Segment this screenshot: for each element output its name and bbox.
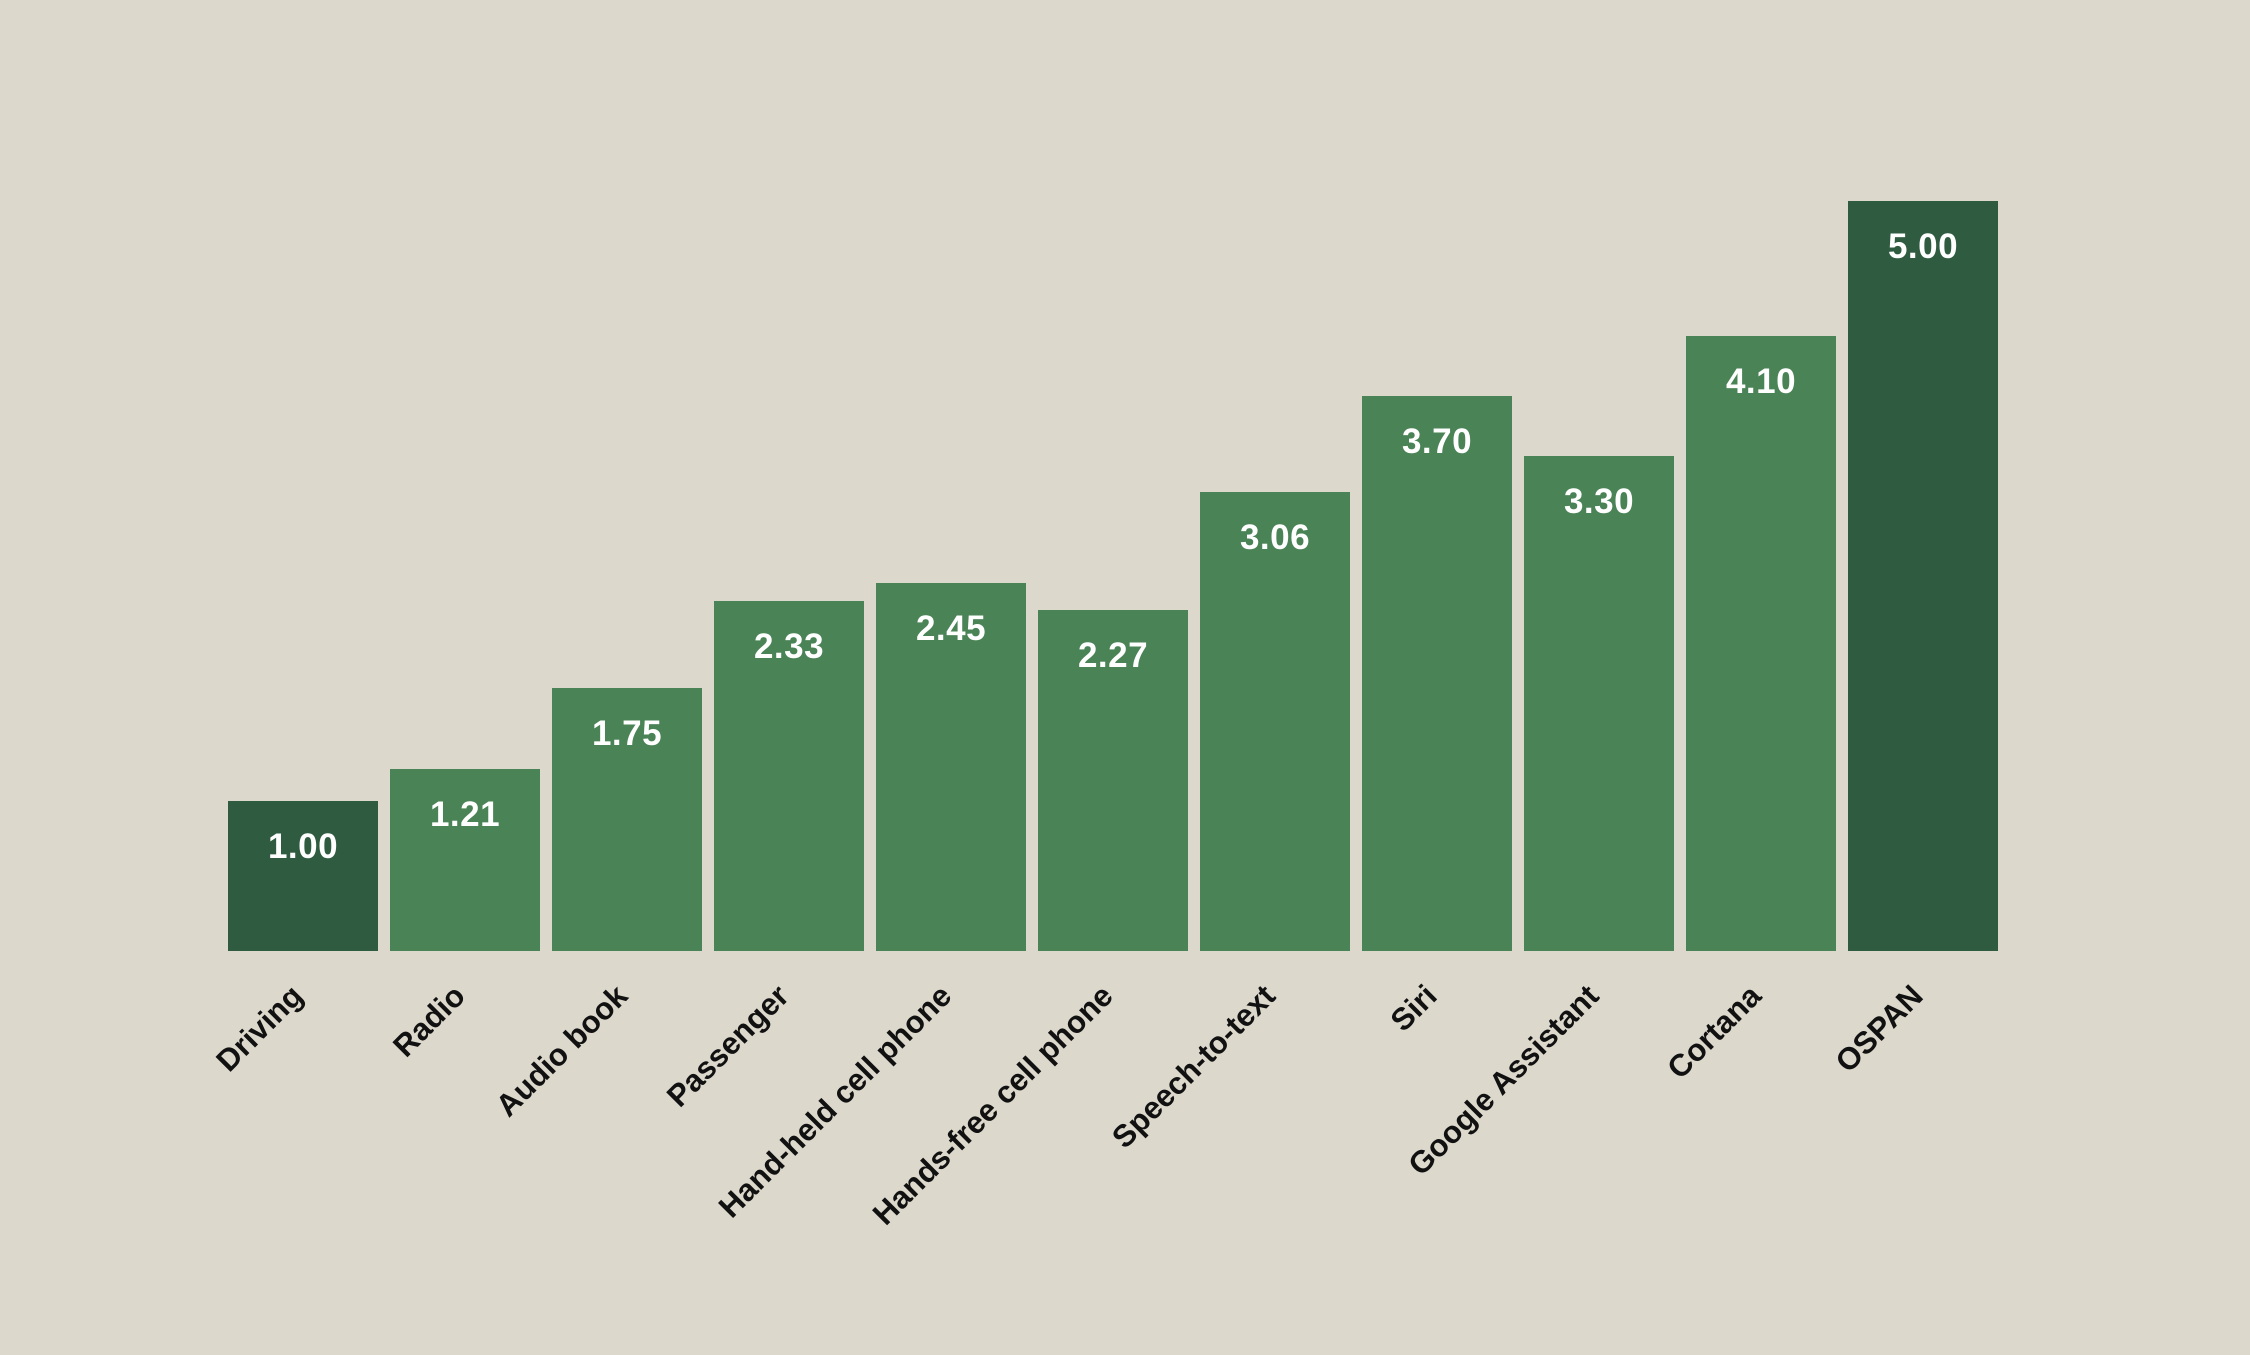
x-axis-label: Siri (1383, 978, 1444, 1039)
bar-cortana: 4.10 (1686, 336, 1836, 951)
bar-value-label: 4.10 (1725, 362, 1797, 401)
bar-value-label: 1.00 (267, 827, 339, 866)
bar-value-label: 2.45 (915, 609, 987, 648)
x-axis-label: Radio (386, 978, 472, 1064)
bar-value-label: 2.33 (753, 627, 825, 666)
bar-value-label: 1.75 (591, 714, 663, 753)
bar-audio-book: 1.75 (552, 688, 702, 951)
bar-value-label: 1.21 (429, 795, 501, 834)
bar-siri: 3.70 (1362, 396, 1512, 951)
bar-value-label: 5.00 (1887, 227, 1959, 266)
bar-value-label: 3.30 (1563, 482, 1635, 521)
x-axis-label: Audio book (488, 978, 635, 1124)
x-axis-label: Speech-to-text (1105, 978, 1283, 1155)
bar-ospan: 5.00 (1848, 201, 1998, 951)
bar-driving: 1.00 (228, 801, 378, 951)
x-axis-label: Passenger (659, 978, 796, 1114)
bar-speech-to-text: 3.06 (1200, 492, 1350, 951)
bar-hand-held-cell-phone: 2.45 (876, 583, 1026, 951)
bar-value-label: 2.27 (1077, 636, 1149, 675)
bar-value-label: 3.70 (1401, 422, 1473, 461)
x-axis-label: Cortana (1660, 978, 1768, 1086)
x-axis-label: Driving (209, 978, 310, 1079)
bar-hands-free-cell-phone: 2.27 (1038, 610, 1188, 951)
x-axis-label: OSPAN (1828, 978, 1930, 1080)
bar-google-assistant: 3.30 (1524, 456, 1674, 951)
bar-value-label: 3.06 (1239, 518, 1311, 557)
bar-radio: 1.21 (390, 769, 540, 951)
bar-passenger: 2.33 (714, 601, 864, 951)
